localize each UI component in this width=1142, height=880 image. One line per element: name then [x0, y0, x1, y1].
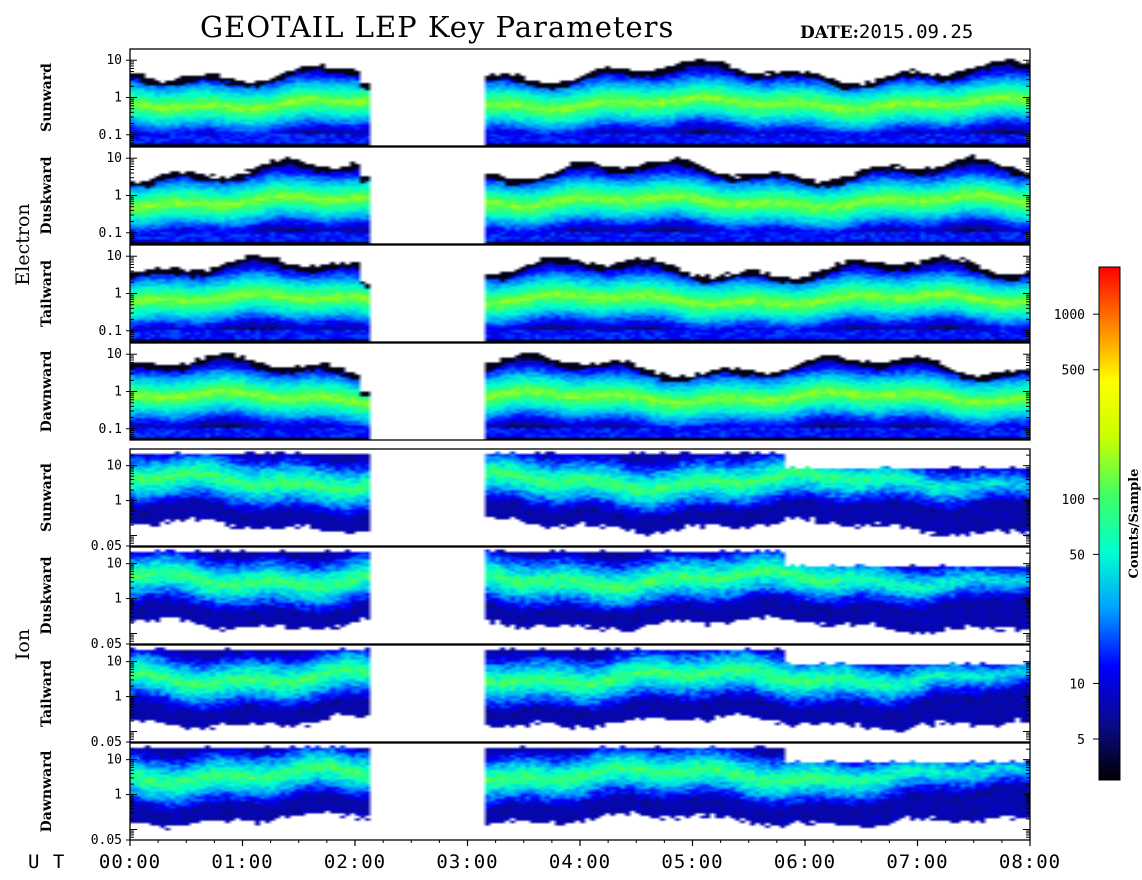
date-readout: DATE:2015.09.25 — [800, 21, 973, 43]
ion-sunward-spectrogram — [130, 449, 1030, 546]
ion-sunward-frame — [129, 448, 1031, 547]
ion-duskward-tick-label: 10 — [106, 557, 122, 572]
x-tick-label: 05:00 — [661, 851, 723, 873]
x-tick-label: 00:00 — [99, 851, 161, 873]
ion-sunward-tick-label: 1 — [114, 494, 122, 509]
ion-tailward-spectrogram — [130, 645, 1030, 742]
electron-tailward-tick-label: 0.1 — [99, 324, 122, 339]
ion-group-label: Ion — [12, 629, 34, 660]
colorbar-tick-label: 5 — [1077, 733, 1085, 748]
ion-sunward-tick-label: 0.05 — [91, 539, 122, 554]
electron-tailward-spectrogram — [130, 245, 1030, 342]
colorbar-tick-label: 500 — [1062, 364, 1085, 379]
ion-dawnward-tick-label: 0.05 — [91, 833, 122, 848]
colorbar — [1098, 266, 1121, 781]
electron-sunward-panel-label: Sunward — [39, 63, 55, 132]
electron-tailward-tick-label: 1 — [114, 287, 122, 302]
colorbar-tick-label: 50 — [1069, 548, 1085, 563]
electron-duskward-tick-label: 1 — [114, 189, 122, 204]
electron-sunward-tick-label: 0.1 — [99, 128, 122, 143]
electron-dawnward-tick-label: 0.1 — [99, 422, 122, 437]
ion-duskward-frame — [129, 546, 1031, 645]
electron-duskward-tick-label: 10 — [106, 151, 122, 166]
x-tick-label: 06:00 — [774, 851, 836, 873]
ion-duskward-spectrogram — [130, 547, 1030, 644]
ion-duskward-tick-label: 0.05 — [91, 637, 122, 652]
electron-dawnward-spectrogram — [130, 343, 1030, 440]
ion-tailward-tick-label: 0.05 — [91, 735, 122, 750]
x-tick-label: 03:00 — [436, 851, 498, 873]
colorbar-tick-label: 10 — [1069, 677, 1085, 692]
electron-tailward-panel-label: Tailward — [39, 260, 55, 327]
ion-duskward-tick-label: 1 — [114, 592, 122, 607]
x-tick-label: 04:00 — [549, 851, 611, 873]
electron-sunward-spectrogram — [130, 49, 1030, 146]
x-tick-label: 08:00 — [999, 851, 1061, 873]
colorbar-tick-label: 1000 — [1054, 308, 1085, 323]
electron-group-label: Electron — [12, 203, 34, 285]
ion-dawnward-tick-label: 1 — [114, 788, 122, 803]
x-tick-label: 07:00 — [886, 851, 948, 873]
ion-tailward-tick-label: 10 — [106, 655, 122, 670]
electron-duskward-panel-label: Duskward — [39, 156, 55, 234]
colorbar-tick-label: 100 — [1062, 493, 1085, 508]
electron-tailward-tick-label: 10 — [106, 249, 122, 264]
ion-dawnward-tick-label: 10 — [106, 753, 122, 768]
colorbar-label: Counts/Sample — [1127, 469, 1142, 579]
ion-dawnward-panel-label: Dawnward — [39, 750, 55, 832]
x-tick-label: 01:00 — [211, 851, 273, 873]
ion-tailward-tick-label: 1 — [114, 690, 122, 705]
electron-duskward-tick-label: 0.1 — [99, 226, 122, 241]
electron-duskward-spectrogram — [130, 147, 1030, 244]
electron-sunward-tick-label: 1 — [114, 91, 122, 106]
electron-dawnward-tick-label: 1 — [114, 385, 122, 400]
electron-sunward-tick-label: 10 — [106, 53, 122, 68]
x-tick-label: 02:00 — [324, 851, 386, 873]
ion-sunward-panel-label: Sunward — [39, 463, 55, 532]
date-value: 2015.09.25 — [858, 21, 974, 43]
ion-sunward-tick-label: 10 — [106, 459, 122, 474]
ion-tailward-frame — [129, 644, 1031, 743]
x-axis-label: U T — [28, 851, 65, 873]
electron-dawnward-panel-label: Dawnward — [39, 350, 55, 432]
chart-title: GEOTAIL LEP Key Parameters — [200, 10, 675, 44]
electron-dawnward-tick-label: 10 — [106, 347, 122, 362]
ion-duskward-panel-label: Duskward — [39, 556, 55, 634]
ion-tailward-panel-label: Tailward — [39, 660, 55, 727]
ion-dawnward-spectrogram — [130, 743, 1030, 840]
date-label: DATE: — [800, 23, 859, 43]
